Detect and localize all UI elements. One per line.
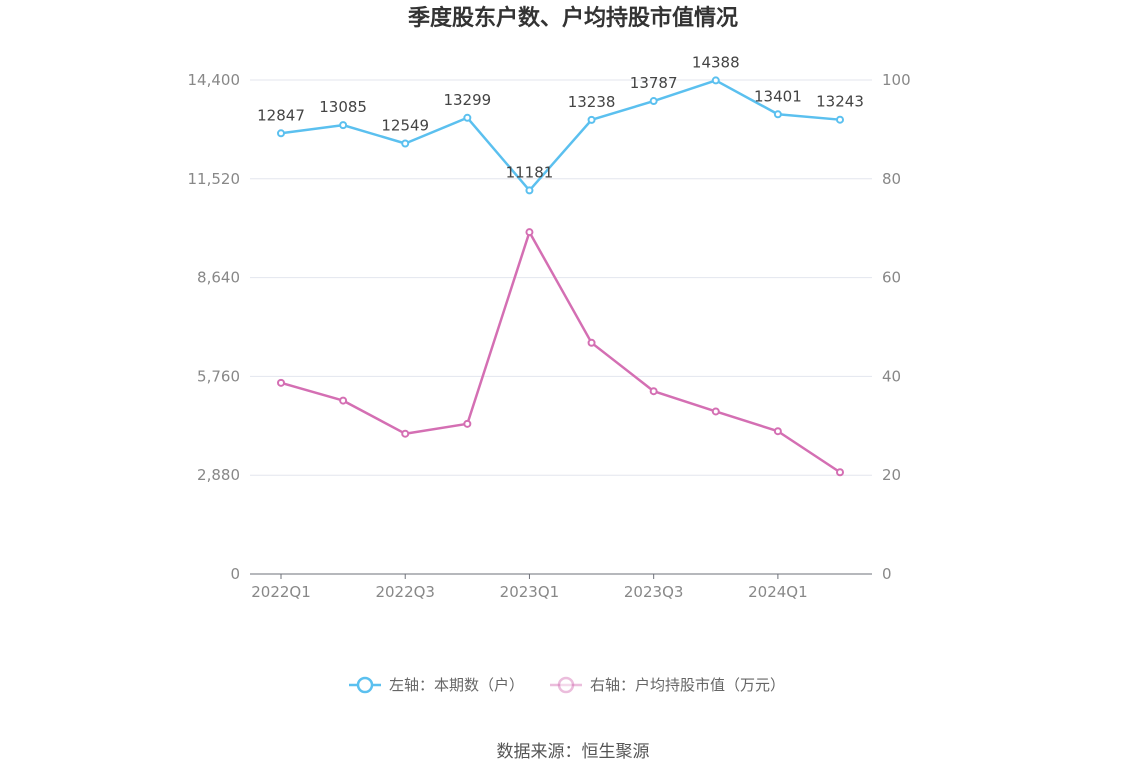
data-label: 13238 [568,93,616,111]
data-label: 11181 [506,163,554,181]
x-axis-tick-label: 2022Q1 [251,583,311,601]
data-point[interactable] [836,115,844,124]
data-point[interactable] [649,387,658,396]
data-label: 12549 [381,116,429,134]
data-point[interactable] [339,121,348,130]
legend-label: 右轴：户均持股市值（万元） [590,676,785,694]
data-label: 14388 [692,53,740,71]
right-axis-tick-label: 60 [882,269,901,287]
data-label: 13299 [443,91,491,109]
right-axis-tick-label: 40 [882,367,901,385]
right-axis-tick-label: 20 [882,466,901,484]
grid-lines [250,79,872,476]
data-label: 13085 [319,98,367,116]
legend-item-1[interactable]: 右轴：户均持股市值（万元） [550,676,785,694]
chart-title: 季度股东户数、户均持股市值情况 [408,5,738,31]
series-line-0 [280,79,841,192]
data-point[interactable] [525,186,534,195]
data-point[interactable] [463,419,472,428]
left-axis-tick-label: 5,760 [197,367,240,385]
left-axis-tick-label: 11,520 [188,170,241,188]
data-point[interactable] [587,115,596,124]
data-point[interactable] [401,429,410,438]
data-label: 13401 [754,87,802,105]
legend[interactable]: 左轴：本期数（户） 右轴：户均持股市值（万元） [349,676,785,694]
data-point[interactable] [836,468,844,477]
data-point[interactable] [277,129,285,138]
data-point[interactable] [339,396,348,405]
axes: 0 2,880 5,760 8,640 11,520 14,400 0 20 40 60 80 100… [188,71,911,601]
legend-circle-icon [557,676,575,694]
right-axis-tick-label: 80 [882,170,901,188]
x-axis-tick-label: 2023Q3 [624,583,684,601]
data-point[interactable] [711,76,720,85]
left-axis-tick-label: 0 [230,565,240,583]
x-axis-tick-label: 2022Q3 [375,583,435,601]
left-axis-tick-label: 2,880 [197,466,240,484]
x-axis-tick-label: 2023Q1 [500,583,560,601]
data-label: 13243 [816,93,864,111]
data-point[interactable] [277,378,285,387]
right-axis-tick-label: 100 [882,71,911,89]
x-axis-tick-label: 2024Q1 [748,583,808,601]
legend-circle-icon [356,676,374,694]
data-point[interactable] [649,97,658,106]
series [277,76,844,477]
left-axis-tick-label: 14,400 [188,71,241,89]
data-point[interactable] [587,338,596,347]
series-line-1 [280,230,841,474]
right-axis-tick-label: 0 [882,565,892,583]
source-note: 数据来源：恒生聚源 [497,742,650,762]
data-point[interactable] [463,113,472,122]
left-axis-tick-label: 8,640 [197,269,240,287]
data-label: 12847 [257,106,305,124]
data-point[interactable] [525,228,534,237]
data-labels: 12847 13085 12549 13299 11181 13238 13787 14388… [257,53,864,181]
data-point[interactable] [711,407,720,416]
legend-label: 左轴：本期数（户） [389,676,524,694]
data-point[interactable] [773,427,782,436]
data-point[interactable] [401,139,410,148]
data-label: 13787 [630,74,678,92]
data-point[interactable] [773,110,782,119]
legend-item-0[interactable]: 左轴：本期数（户） [349,676,524,694]
